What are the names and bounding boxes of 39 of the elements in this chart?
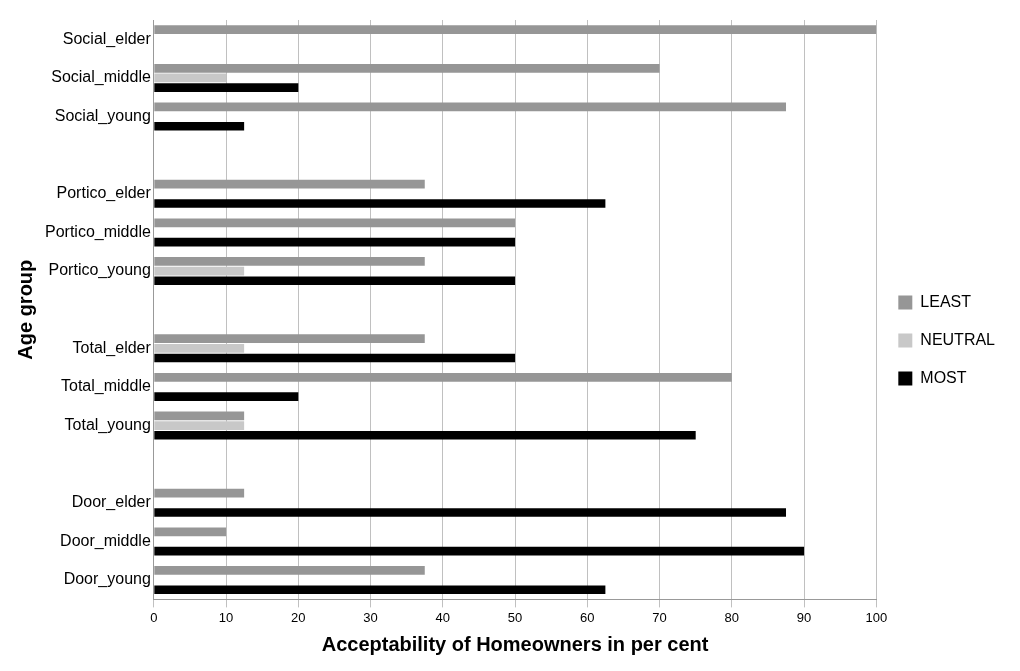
x-tick-label: 80	[724, 609, 740, 625]
legend-label: NEUTRAL	[920, 330, 996, 348]
y-tick-label: Total_young	[64, 415, 151, 434]
y-tick-label: Social_elder	[62, 29, 152, 48]
y-tick-label: Door_middle	[60, 531, 151, 550]
bar	[154, 546, 805, 556]
legend-label: MOST	[920, 368, 967, 386]
bar	[154, 83, 299, 92]
bar	[154, 353, 516, 363]
x-tick-label: 10	[218, 609, 234, 625]
x-tick-label: 70	[652, 609, 667, 625]
bar	[154, 508, 787, 517]
bar	[154, 392, 299, 401]
y-tick-label: Portico_young	[48, 261, 151, 280]
x-tick-label: 60	[580, 609, 595, 625]
x-tick-label: 0	[150, 609, 158, 625]
x-tick-label: 40	[435, 609, 451, 625]
y-tick-label: Total_middle	[61, 377, 151, 396]
legend-label: LEAST	[920, 292, 972, 310]
x-tick-label: 90	[796, 609, 812, 625]
bar	[154, 237, 516, 247]
y-tick-label: Portico_elder	[56, 184, 152, 203]
x-tick-label: 30	[363, 609, 378, 625]
y-tick-label: Social_middle	[51, 68, 151, 87]
x-tick-label: 50	[507, 609, 523, 625]
x-tick-label: 20	[291, 609, 306, 625]
bar	[154, 121, 245, 131]
bar	[154, 585, 606, 595]
y-tick-label: Portico_middle	[45, 222, 151, 241]
y-tick-label: Total_elder	[72, 338, 152, 357]
bar	[154, 430, 696, 440]
y-tick-label: Door_young	[63, 570, 151, 589]
x-axis-title: Acceptability of Homeowners in per cent	[321, 632, 709, 655]
bar	[154, 276, 516, 286]
bar	[154, 199, 606, 208]
y-axis-title: Age group	[13, 259, 36, 360]
x-tick-label: 100	[865, 609, 888, 625]
y-tick-label: Social_young	[54, 106, 151, 125]
y-tick-label: Door_elder	[71, 493, 152, 512]
